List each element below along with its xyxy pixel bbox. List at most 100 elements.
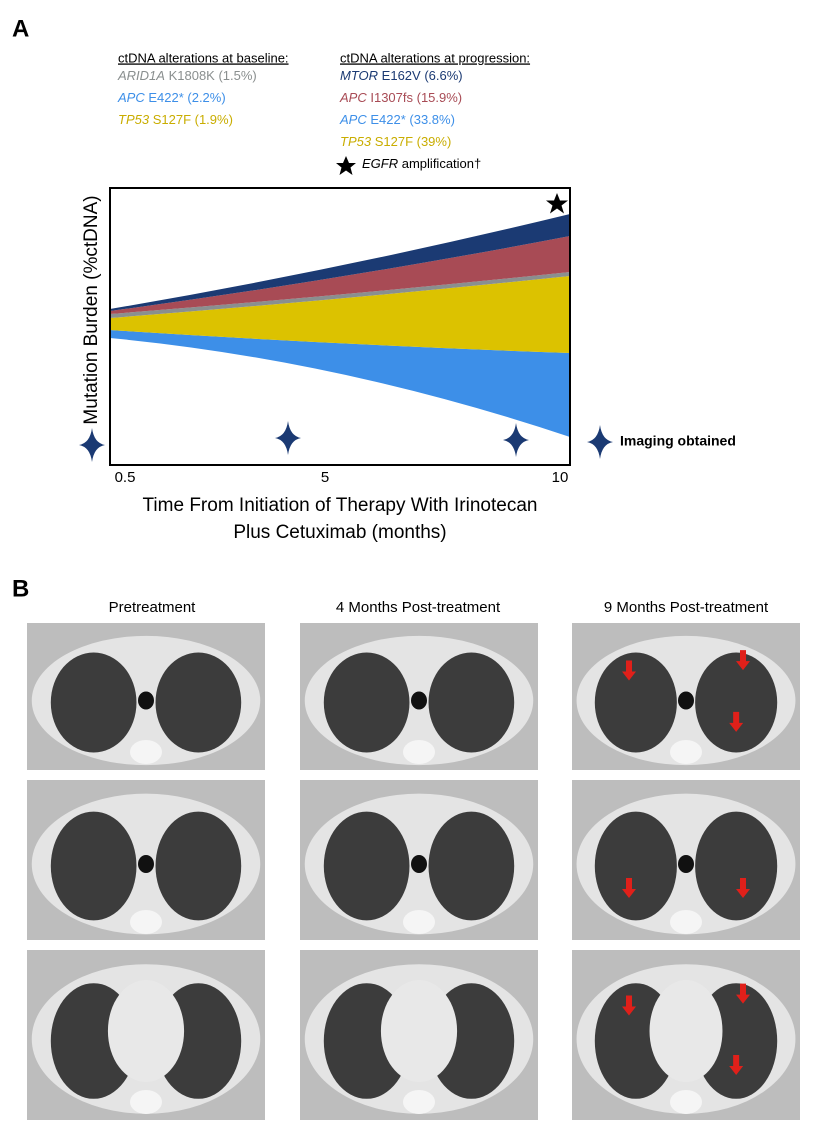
spine: [403, 1090, 435, 1114]
red-arrow: [729, 1055, 744, 1075]
red-arrow: [622, 995, 636, 1016]
gene: APC: [117, 90, 145, 105]
lung: [323, 811, 410, 921]
imaging-star: [503, 423, 529, 457]
x-axis-label: Time From Initiation of Therapy With Iri…: [143, 495, 538, 516]
red-arrow: [736, 650, 750, 671]
band-arid1a: [110, 272, 570, 318]
lung: [428, 811, 515, 921]
spine: [670, 740, 702, 764]
spine: [403, 910, 435, 934]
legend-item: EGFR amplification†: [362, 156, 481, 171]
detail: I1307fs (15.9%): [370, 90, 462, 105]
x-tick-label: 0.5: [115, 469, 136, 486]
legend-item: APC E422* (2.2%): [117, 90, 226, 105]
red-arrow: [736, 983, 750, 1004]
trachea: [411, 691, 427, 710]
spine: [670, 1090, 702, 1114]
detail: E162V (6.6%): [382, 68, 463, 83]
x-axis-label: Plus Cetuximab (months): [233, 522, 446, 543]
x-tick-label: 10: [552, 469, 569, 486]
imaging-star: [79, 428, 105, 462]
imaging-star: [587, 425, 613, 459]
detail: S127F (1.9%): [153, 112, 233, 127]
lung: [50, 811, 137, 921]
heart: [107, 980, 185, 1082]
heart: [380, 980, 458, 1082]
gene: APC: [339, 112, 367, 127]
lung: [155, 652, 242, 753]
star-icon: [336, 156, 356, 175]
lung: [594, 811, 677, 921]
band-apc-i1307fs: [110, 236, 570, 314]
y-axis-label: Mutation Burden (%ctDNA): [81, 195, 102, 424]
trachea: [138, 855, 154, 873]
legend-item: TP53 S127F (39%): [340, 134, 451, 149]
ct-image: [572, 623, 800, 770]
legend-item: APC I1307fs (15.9%): [339, 90, 462, 105]
lung: [323, 652, 410, 753]
panel-label: B: [12, 575, 29, 602]
lung: [695, 811, 778, 921]
legend-item: ARID1A K1808K (1.5%): [117, 68, 257, 83]
band-tp53: [110, 276, 570, 353]
ct-scans: [27, 623, 800, 1120]
legend-item: MTOR E162V (6.6%): [340, 68, 463, 83]
gene: TP53: [118, 112, 150, 127]
red-arrow: [736, 878, 750, 898]
column-title: 9 Months Post-treatment: [604, 599, 769, 616]
spine: [403, 740, 435, 764]
legend-item: APC E422* (33.8%): [339, 112, 455, 127]
detail: S127F (39%): [375, 134, 452, 149]
lung: [428, 652, 515, 753]
trachea: [678, 855, 694, 873]
ct-image: [300, 950, 538, 1120]
imaging-star: [275, 421, 301, 455]
imaging-markers: [79, 421, 613, 462]
legend-item: TP53 S127F (1.9%): [118, 112, 233, 127]
red-arrow: [729, 711, 744, 732]
gene: ARID1A: [117, 68, 165, 83]
x-tick-label: 5: [321, 469, 329, 486]
plot-frame: [109, 187, 571, 466]
red-arrow: [622, 660, 636, 681]
ct-image: [572, 950, 800, 1120]
legend-title: ctDNA alterations at progression:: [340, 50, 530, 65]
spine: [670, 910, 702, 934]
column-title: Pretreatment: [109, 599, 197, 616]
band-apc-e422: [110, 330, 570, 437]
gene: MTOR: [340, 68, 378, 83]
ct-image: [572, 780, 800, 940]
spine: [130, 740, 162, 764]
trachea: [678, 691, 694, 710]
ct-image: [27, 623, 265, 770]
trachea: [138, 691, 154, 710]
spine: [130, 1090, 162, 1114]
gene: TP53: [340, 134, 372, 149]
gene: APC: [339, 90, 367, 105]
red-arrow: [622, 878, 636, 898]
column-title: 4 Months Post-treatment: [336, 599, 501, 616]
star-icon: [546, 193, 568, 214]
detail: amplification†: [402, 156, 482, 171]
detail: E422* (33.8%): [370, 112, 455, 127]
panel-label: A: [12, 15, 29, 42]
lung: [594, 652, 677, 753]
heart: [649, 980, 723, 1082]
ct-image: [27, 950, 265, 1120]
lung: [50, 652, 137, 753]
detail: E422* (2.2%): [148, 90, 225, 105]
trachea: [411, 855, 427, 873]
spine: [130, 910, 162, 934]
band-mtor: [110, 214, 570, 311]
ct-image: [300, 780, 538, 940]
lung: [155, 811, 242, 921]
legend-title: ctDNA alterations at baseline:: [118, 50, 289, 65]
detail: K1808K (1.5%): [169, 68, 257, 83]
gene: EGFR: [362, 156, 398, 171]
lung: [695, 652, 778, 753]
imaging-legend: Imaging obtained: [620, 433, 736, 449]
ct-image: [300, 623, 538, 770]
ct-image: [27, 780, 265, 940]
